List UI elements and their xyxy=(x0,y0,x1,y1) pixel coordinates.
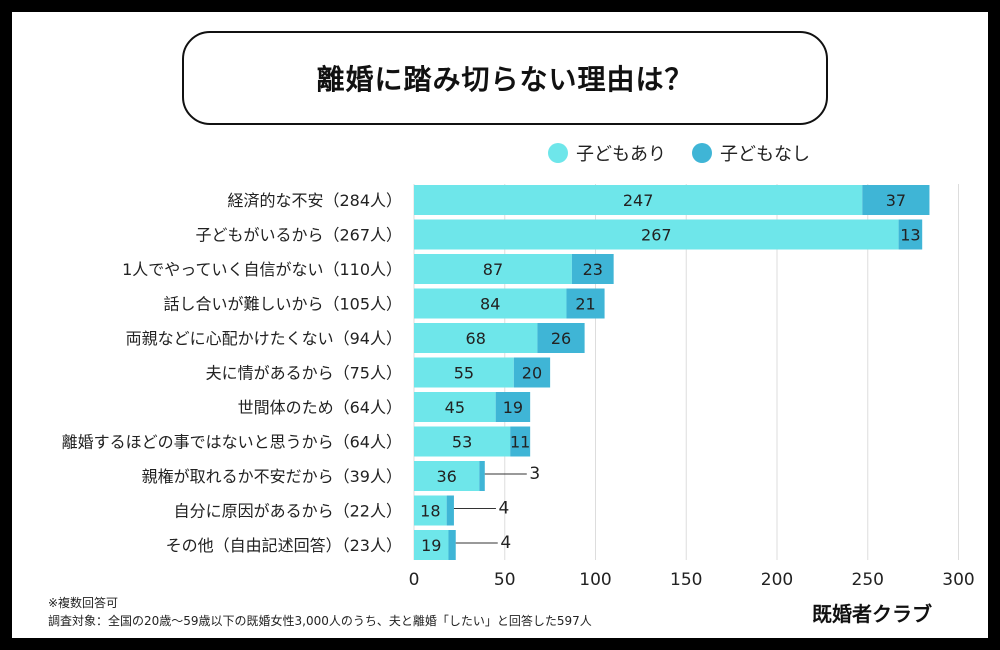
bar-without-children xyxy=(513,357,551,388)
legend-swatch-without-children xyxy=(692,143,712,163)
bar-with-children xyxy=(414,254,572,284)
bar-with-children xyxy=(414,495,447,526)
data-label-without-children: 13 xyxy=(900,226,920,245)
category-label: 離婚するほどの事ではないと思うから（64人） xyxy=(62,433,402,452)
data-label-with-children: 18 xyxy=(420,502,440,521)
bar-without-children xyxy=(537,323,585,353)
notes: ※複数回答可 調査対象：全国の20歳〜59歳以下の既婚女性3,000人のうち、夫… xyxy=(48,594,592,630)
legend: 子どもあり 子どもなし xyxy=(548,140,810,166)
category-label: 自分に原因があるから（22人） xyxy=(174,502,402,521)
bar-with-children xyxy=(414,461,480,491)
bar-without-children xyxy=(495,392,531,422)
data-label-with-children: 53 xyxy=(452,433,472,452)
data-label-without-children: 21 xyxy=(575,295,595,314)
bar-without-children xyxy=(510,426,531,457)
x-tick-label: 0 xyxy=(409,570,420,590)
bar-with-children xyxy=(414,288,567,319)
data-label-with-children: 87 xyxy=(483,260,503,279)
bar-without-children xyxy=(571,254,614,284)
bar-without-children xyxy=(479,461,485,491)
data-label-without-children: 3 xyxy=(529,464,540,484)
category-label: その他（自由記述回答）（23人） xyxy=(166,536,402,555)
data-label-without-children: 11 xyxy=(510,433,530,452)
bar-without-children xyxy=(862,185,930,215)
bar-with-children xyxy=(414,323,538,353)
category-label: 世間体のため（64人） xyxy=(238,398,402,417)
data-label-without-children: 23 xyxy=(583,260,603,279)
category-label: 経済的な不安（284人） xyxy=(227,191,402,210)
data-label-with-children: 84 xyxy=(480,295,500,314)
bar-without-children xyxy=(898,219,923,250)
category-label: 両親などに心配かけたくない（94人） xyxy=(126,329,402,348)
category-label: 子どもがいるから（267人） xyxy=(195,226,402,245)
category-label: 1人でやっていく自信がない（110人） xyxy=(122,260,402,279)
category-label: 親権が取れるか不安だから（39人） xyxy=(142,467,402,486)
data-label-without-children: 37 xyxy=(886,191,906,210)
data-label-with-children: 68 xyxy=(466,329,486,348)
bar-with-children xyxy=(414,185,863,215)
x-tick-label: 300 xyxy=(942,570,974,590)
x-tick-label: 200 xyxy=(761,570,793,590)
x-tick-label: 50 xyxy=(494,570,516,590)
bar-without-children xyxy=(448,530,456,560)
data-label-with-children: 267 xyxy=(641,226,672,245)
bar-without-children xyxy=(446,495,454,526)
data-label-with-children: 19 xyxy=(421,536,441,555)
title-box: 離婚に踏み切らない理由は？ xyxy=(182,31,828,125)
bar-with-children xyxy=(414,392,496,422)
data-label-without-children: 4 xyxy=(499,499,510,519)
bar-with-children xyxy=(414,357,514,388)
bar-with-children xyxy=(414,219,899,250)
chart-title: 離婚に踏み切らない理由は？ xyxy=(316,63,694,96)
legend-swatch-with-children xyxy=(548,143,568,163)
data-label-without-children: 4 xyxy=(500,533,511,553)
data-label-with-children: 247 xyxy=(623,191,654,210)
bar-with-children xyxy=(414,426,511,457)
note-multiple-answers: ※複数回答可 xyxy=(48,596,119,610)
bar-without-children xyxy=(566,288,605,319)
x-tick-label: 150 xyxy=(670,570,702,590)
data-label-without-children: 20 xyxy=(522,364,542,383)
legend-item-with-children: 子どもあり xyxy=(548,140,666,166)
data-label-with-children: 45 xyxy=(445,398,465,417)
note-survey-target: 調査対象：全国の20歳〜59歳以下の既婚女性3,000人のうち、夫と離婚「したい… xyxy=(48,614,592,628)
legend-label-without-children: 子どもなし xyxy=(720,144,810,165)
data-label-without-children: 19 xyxy=(503,398,523,417)
x-tick-label: 100 xyxy=(579,570,611,590)
bar-with-children xyxy=(414,530,449,560)
legend-item-without-children: 子どもなし xyxy=(692,140,810,166)
category-label: 話し合いが難しいから（105人） xyxy=(163,295,402,314)
data-label-without-children: 26 xyxy=(551,329,571,348)
legend-label-with-children: 子どもあり xyxy=(576,144,666,165)
data-label-with-children: 55 xyxy=(454,364,474,383)
x-tick-label: 250 xyxy=(852,570,884,590)
category-label: 夫に情があるから（75人） xyxy=(206,364,402,383)
data-label-with-children: 36 xyxy=(436,467,456,486)
brand-logo-text: 既婚者クラブ xyxy=(812,602,932,626)
